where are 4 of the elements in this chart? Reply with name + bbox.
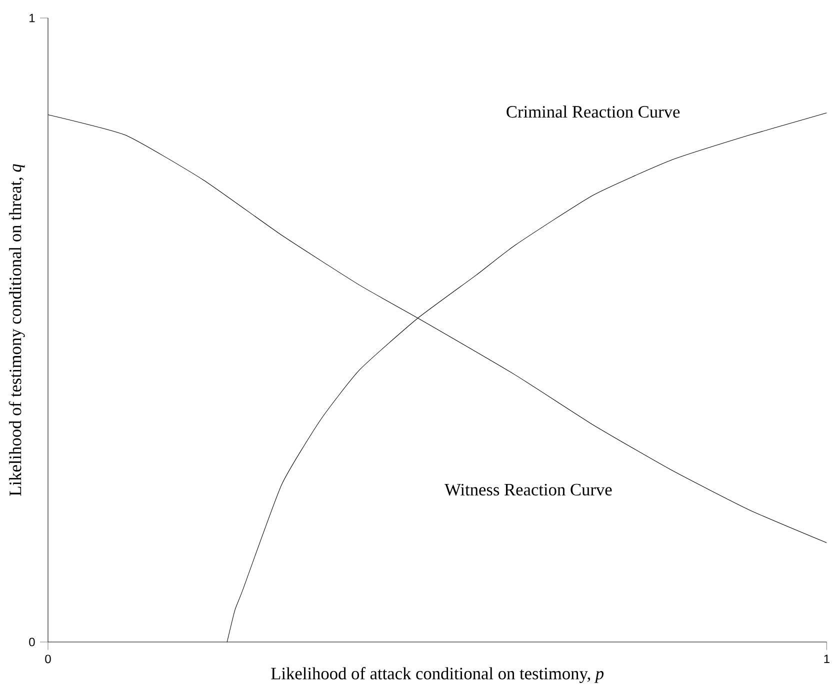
y-axis-title: Likelihood of testimony conditional on threat, q — [8, 164, 25, 496]
text: Witness Reaction Curve — [444, 484, 612, 496]
text: Criminal Reaction Curve — [506, 105, 680, 118]
x-axis-title: Likelihood of attack conditional on testimony, p — [271, 667, 604, 683]
